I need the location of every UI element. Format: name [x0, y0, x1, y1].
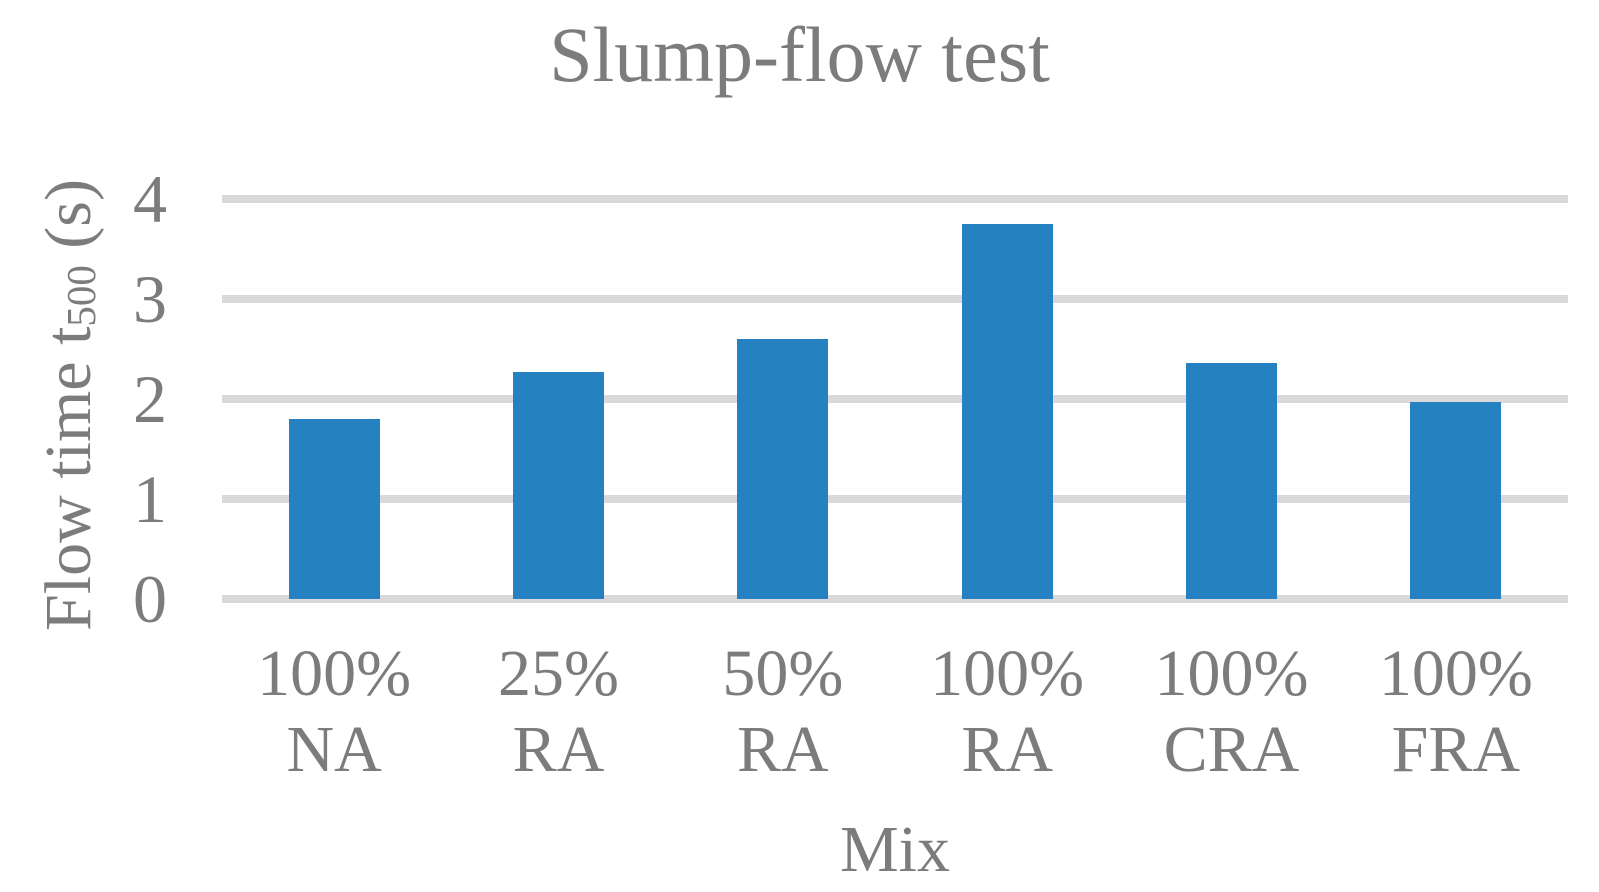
x-category-label-line: 100%	[1154, 637, 1309, 710]
x-category-label-line: 100%	[930, 637, 1085, 710]
x-category-label-line: 25%	[498, 637, 619, 710]
y-tick-label-4: 4	[133, 161, 167, 237]
x-category-label-25-ra: 25% RA	[446, 636, 670, 788]
y-tick-label-2: 2	[133, 361, 167, 437]
x-category-label-line: RA	[736, 713, 829, 786]
bar-25-ra	[513, 372, 604, 599]
gridline-y-0	[222, 595, 1568, 603]
x-category-label-100-ra: 100% RA	[895, 636, 1119, 788]
x-category-label-line: NA	[286, 713, 382, 786]
gridline-y-1	[222, 495, 1568, 503]
x-category-label-line: 100%	[257, 637, 412, 710]
x-axis-title: Mix	[839, 813, 951, 886]
x-category-label-100-cra: 100% CRA	[1119, 636, 1343, 788]
gridline-y-4	[222, 195, 1568, 203]
x-category-label-line: CRA	[1163, 713, 1300, 786]
x-category-label-line: 50%	[722, 637, 844, 710]
chart-title: Slump-flow test	[549, 11, 1050, 98]
x-category-label-line: RA	[961, 713, 1053, 786]
bar-50-ra	[737, 339, 829, 599]
bar-100-fra	[1410, 402, 1502, 599]
x-category-label-line: FRA	[1391, 713, 1521, 786]
plot-area	[222, 195, 1568, 603]
x-category-label-50-ra: 50% RA	[671, 636, 895, 788]
gridline-y-3	[222, 295, 1568, 303]
y-tick-label-0: 0	[133, 561, 167, 637]
bar-100-cra	[1186, 363, 1277, 599]
x-category-label-line: 100%	[1378, 637, 1533, 710]
x-category-label-100-fra: 100% FRA	[1344, 636, 1568, 788]
bar-100-ra	[961, 224, 1053, 599]
x-category-label-line: RA	[512, 713, 605, 786]
y-tick-label-3: 3	[133, 261, 167, 337]
y-tick-label-1: 1	[133, 461, 167, 537]
gridline-y-2	[222, 395, 1568, 403]
x-category-label-100-na: 100% NA	[222, 636, 446, 788]
bar-100-na	[288, 419, 380, 599]
